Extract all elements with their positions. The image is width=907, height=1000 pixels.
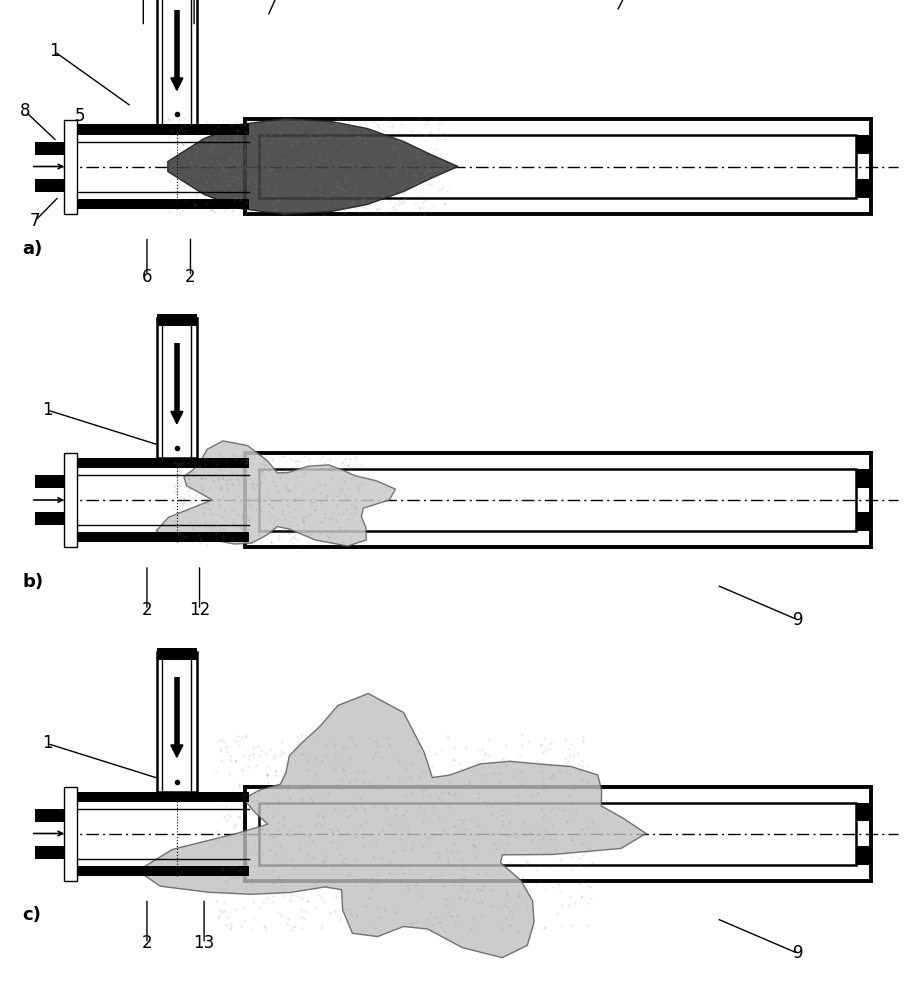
Bar xyxy=(856,135,871,154)
Bar xyxy=(77,458,249,468)
Bar xyxy=(157,0,197,124)
Bar xyxy=(35,512,64,525)
Bar xyxy=(35,178,64,192)
Bar xyxy=(77,532,249,542)
Text: c): c) xyxy=(23,906,42,924)
Text: 8: 8 xyxy=(20,102,31,120)
Text: 1: 1 xyxy=(42,734,53,752)
Text: 13: 13 xyxy=(193,934,215,952)
Bar xyxy=(245,453,871,547)
Bar xyxy=(856,846,871,864)
Text: 7: 7 xyxy=(29,213,40,231)
Bar xyxy=(259,802,856,864)
Text: 9: 9 xyxy=(793,944,804,962)
Polygon shape xyxy=(168,118,458,215)
Bar xyxy=(856,179,871,198)
Text: 2: 2 xyxy=(141,601,152,619)
Bar xyxy=(245,786,871,880)
Text: a): a) xyxy=(23,240,43,258)
Bar xyxy=(856,802,871,821)
Text: 1: 1 xyxy=(42,401,53,419)
Bar xyxy=(77,198,249,209)
Bar xyxy=(64,119,77,214)
Bar xyxy=(35,845,64,858)
Text: 12: 12 xyxy=(189,601,210,619)
Bar xyxy=(157,652,197,792)
Bar xyxy=(77,124,249,134)
Text: 2: 2 xyxy=(141,934,152,952)
Bar xyxy=(77,865,249,876)
Bar xyxy=(245,119,871,214)
Bar xyxy=(35,475,64,488)
Text: 6: 6 xyxy=(141,267,152,286)
Text: b): b) xyxy=(23,573,44,591)
Bar xyxy=(35,141,64,154)
Polygon shape xyxy=(138,693,646,958)
Bar xyxy=(157,314,197,326)
Text: 9: 9 xyxy=(793,611,804,629)
Bar xyxy=(35,808,64,822)
Text: 1: 1 xyxy=(49,42,60,60)
Bar xyxy=(856,469,871,488)
Bar xyxy=(259,135,856,198)
Bar xyxy=(856,512,871,531)
Polygon shape xyxy=(156,441,395,546)
Bar xyxy=(64,453,77,547)
Text: 2: 2 xyxy=(185,267,196,286)
Bar xyxy=(157,318,197,458)
Bar xyxy=(157,648,197,660)
Bar xyxy=(259,469,856,531)
Text: 5: 5 xyxy=(74,107,85,125)
Bar xyxy=(64,786,77,880)
Bar xyxy=(77,792,249,802)
